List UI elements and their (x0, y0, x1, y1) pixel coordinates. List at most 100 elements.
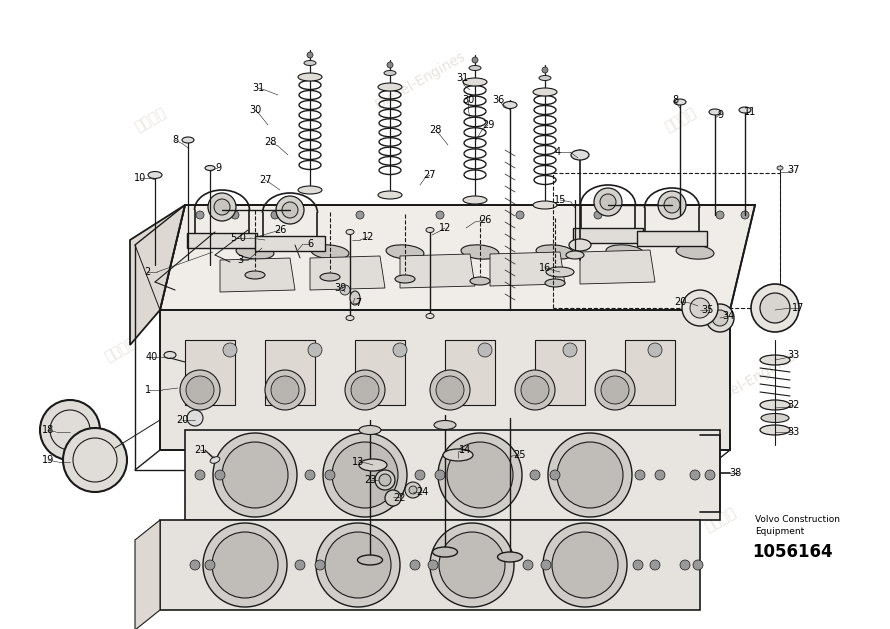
Text: 3: 3 (237, 255, 243, 265)
Circle shape (600, 194, 616, 210)
Ellipse shape (298, 73, 322, 81)
Circle shape (305, 470, 315, 480)
Ellipse shape (346, 230, 354, 235)
Ellipse shape (320, 273, 340, 281)
Circle shape (548, 433, 632, 517)
Circle shape (375, 470, 395, 490)
Circle shape (307, 52, 313, 58)
Bar (355, 340, 405, 405)
Text: 16: 16 (538, 263, 551, 273)
Text: 26: 26 (274, 225, 287, 235)
Bar (573, 228, 643, 243)
Text: 21: 21 (194, 445, 206, 455)
Ellipse shape (384, 70, 396, 75)
Circle shape (635, 470, 645, 480)
Circle shape (650, 560, 660, 570)
Ellipse shape (674, 99, 686, 105)
Text: 2: 2 (144, 267, 150, 277)
Circle shape (409, 486, 417, 494)
Ellipse shape (236, 245, 274, 259)
Text: Diesel-Engines: Diesel-Engines (303, 269, 398, 331)
Bar (255, 236, 325, 251)
Text: 32: 32 (787, 400, 799, 410)
Ellipse shape (546, 267, 574, 277)
Circle shape (716, 211, 724, 219)
Circle shape (430, 523, 514, 607)
Ellipse shape (304, 60, 316, 65)
Ellipse shape (359, 459, 387, 471)
Text: 12: 12 (439, 223, 451, 233)
Ellipse shape (461, 245, 499, 259)
Circle shape (276, 196, 304, 224)
Bar (265, 340, 315, 405)
Text: Diesel-Engines: Diesel-Engines (452, 448, 547, 511)
Ellipse shape (426, 313, 434, 318)
Circle shape (379, 474, 391, 486)
Ellipse shape (426, 228, 434, 233)
Circle shape (478, 343, 492, 357)
Ellipse shape (533, 88, 557, 96)
Ellipse shape (378, 83, 402, 91)
Circle shape (271, 376, 299, 404)
Text: 37: 37 (787, 165, 799, 175)
Ellipse shape (503, 101, 517, 108)
Text: Equipment: Equipment (755, 528, 805, 537)
Text: 8: 8 (172, 135, 178, 145)
Ellipse shape (709, 109, 721, 115)
Circle shape (295, 560, 305, 570)
Circle shape (655, 470, 665, 480)
Ellipse shape (182, 137, 194, 143)
Circle shape (693, 560, 703, 570)
Text: 17: 17 (792, 303, 805, 313)
Text: 40: 40 (146, 352, 158, 362)
Circle shape (180, 370, 220, 410)
Text: 10: 10 (134, 173, 146, 183)
Circle shape (215, 470, 225, 480)
Circle shape (530, 470, 540, 480)
Text: 35: 35 (702, 305, 714, 315)
Ellipse shape (164, 352, 176, 359)
Text: 34: 34 (722, 311, 734, 321)
Ellipse shape (760, 355, 790, 365)
Circle shape (332, 442, 398, 508)
Circle shape (282, 202, 298, 218)
Circle shape (213, 433, 297, 517)
Text: Volvo Construction: Volvo Construction (755, 516, 840, 525)
Text: 39: 39 (334, 283, 346, 293)
Circle shape (595, 370, 635, 410)
Ellipse shape (760, 400, 790, 410)
Polygon shape (490, 252, 565, 286)
Circle shape (682, 290, 718, 326)
Text: 26: 26 (479, 215, 491, 225)
Text: 9: 9 (717, 110, 723, 120)
Circle shape (633, 560, 643, 570)
Ellipse shape (463, 78, 487, 86)
Circle shape (438, 433, 522, 517)
Text: 5-0: 5-0 (230, 233, 246, 243)
Circle shape (265, 370, 305, 410)
Ellipse shape (378, 191, 402, 199)
Ellipse shape (386, 245, 424, 259)
Circle shape (706, 304, 734, 332)
Circle shape (351, 376, 379, 404)
Text: 24: 24 (416, 487, 428, 497)
Circle shape (405, 482, 421, 498)
Circle shape (190, 560, 200, 570)
Text: 19: 19 (42, 455, 54, 465)
Text: 9: 9 (215, 163, 221, 173)
Ellipse shape (676, 245, 714, 259)
Circle shape (387, 62, 393, 68)
Circle shape (542, 67, 548, 73)
Circle shape (658, 191, 686, 219)
Text: 31: 31 (456, 73, 468, 83)
Circle shape (214, 199, 230, 215)
Bar (625, 340, 675, 405)
Circle shape (428, 560, 438, 570)
Ellipse shape (205, 165, 215, 170)
Text: 30: 30 (249, 105, 261, 115)
Text: 31: 31 (252, 83, 264, 93)
Polygon shape (160, 205, 755, 310)
Circle shape (196, 211, 204, 219)
Ellipse shape (434, 421, 456, 430)
Ellipse shape (777, 166, 783, 170)
